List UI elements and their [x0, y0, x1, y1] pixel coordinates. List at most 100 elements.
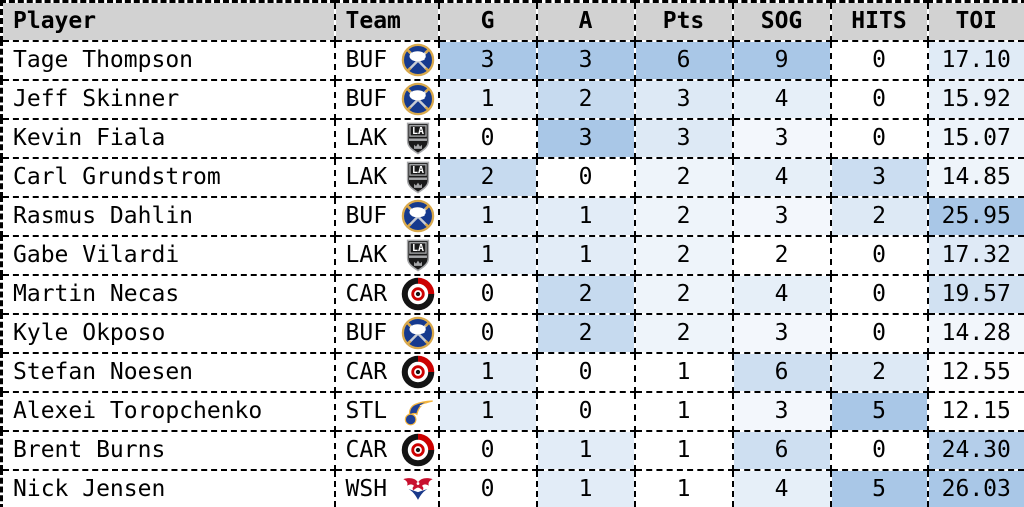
- table-row: Gabe Vilardi LAK 1 1 2 2 0 17.32: [0, 234, 1024, 276]
- team-cell-content: BUF: [337, 43, 438, 78]
- player-name-cell: Carl Grundstrom: [0, 156, 336, 198]
- stat-cell-toi: 15.07: [926, 117, 1024, 159]
- team-cell-content: LAK: [337, 121, 438, 156]
- stat-cell-hits: 0: [829, 78, 929, 120]
- player-name-cell: Nick Jensen: [0, 468, 336, 507]
- player-name-cell: Alexei Toropchenko: [0, 390, 336, 432]
- stat-cell-pts: 1: [633, 390, 734, 432]
- lak-team-logo-icon: [401, 238, 435, 272]
- stat-cell-hits: 0: [829, 117, 929, 159]
- wsh-team-logo-icon: [401, 472, 435, 506]
- team-cell-content: LAK: [337, 238, 438, 273]
- team-cell: BUF: [333, 312, 440, 354]
- stat-cell-g: 0: [437, 312, 538, 354]
- team-cell-content: CAR: [337, 433, 438, 468]
- stat-cell-toi: 17.10: [926, 39, 1024, 81]
- column-header-player: Player: [0, 0, 336, 42]
- stat-cell-pts: 1: [633, 351, 734, 393]
- table-row: Carl Grundstrom LAK 2 0 2 4 3 14.85: [0, 156, 1024, 198]
- stat-cell-hits: 0: [829, 429, 929, 471]
- team-abbr: CAR: [345, 359, 388, 385]
- team-cell-content: BUF: [337, 316, 438, 351]
- team-cell: BUF: [333, 39, 440, 81]
- team-cell-content: CAR: [337, 355, 438, 390]
- team-cell-content: BUF: [337, 199, 438, 234]
- stat-cell-toi: 17.32: [926, 234, 1024, 276]
- stat-cell-sog: 3: [731, 390, 832, 432]
- stat-cell-g: 0: [437, 273, 538, 315]
- team-cell: LAK: [333, 117, 440, 159]
- stat-cell-a: 1: [535, 195, 636, 237]
- column-header-g: G: [437, 0, 538, 42]
- team-cell: BUF: [333, 78, 440, 120]
- stat-cell-a: 1: [535, 234, 636, 276]
- stat-cell-toi: 12.15: [926, 390, 1024, 432]
- buf-team-logo-icon: [401, 82, 435, 116]
- stat-cell-g: 1: [437, 195, 538, 237]
- stat-cell-pts: 1: [633, 429, 734, 471]
- team-cell: STL: [333, 390, 440, 432]
- stat-cell-g: 2: [437, 156, 538, 198]
- stat-cell-pts: 1: [633, 468, 734, 507]
- stat-cell-hits: 0: [829, 234, 929, 276]
- buf-team-logo-icon: [401, 199, 435, 233]
- stat-cell-sog: 3: [731, 117, 832, 159]
- stat-cell-pts: 2: [633, 312, 734, 354]
- stat-cell-a: 2: [535, 312, 636, 354]
- player-name-cell: Tage Thompson: [0, 39, 336, 81]
- table-row: Jeff Skinner BUF 1 2 3 4 0 15.92: [0, 78, 1024, 120]
- table-row: Tage Thompson BUF 3 3 6 9 0 17.10: [0, 39, 1024, 81]
- table-row: Stefan Noesen CAR 1 0 1 6 2 12.55: [0, 351, 1024, 393]
- car-team-logo-icon: [401, 277, 435, 311]
- column-header-toi: TOI: [926, 0, 1024, 42]
- stat-cell-toi: 14.28: [926, 312, 1024, 354]
- stat-cell-g: 3: [437, 39, 538, 81]
- stat-cell-hits: 3: [829, 156, 929, 198]
- table-row: Martin Necas CAR 0 2 2 4 0 19.57: [0, 273, 1024, 315]
- team-abbr: LAK: [345, 242, 388, 268]
- stat-cell-g: 1: [437, 78, 538, 120]
- stat-cell-a: 0: [535, 351, 636, 393]
- stat-cell-sog: 4: [731, 273, 832, 315]
- stat-cell-toi: 12.55: [926, 351, 1024, 393]
- stat-cell-toi: 25.95: [926, 195, 1024, 237]
- team-cell: WSH: [333, 468, 440, 507]
- stat-cell-hits: 0: [829, 39, 929, 81]
- stat-cell-a: 1: [535, 429, 636, 471]
- stat-cell-sog: 3: [731, 312, 832, 354]
- stat-cell-g: 0: [437, 117, 538, 159]
- table-row: Kyle Okposo BUF 0 2 2 3 0 14.28: [0, 312, 1024, 354]
- team-abbr: STL: [345, 398, 388, 424]
- stat-cell-a: 3: [535, 117, 636, 159]
- car-team-logo-icon: [401, 433, 435, 467]
- column-header-team: Team: [333, 0, 440, 42]
- team-cell-content: BUF: [337, 82, 438, 117]
- team-cell-content: LAK: [337, 160, 438, 195]
- column-header-a: A: [535, 0, 636, 42]
- stat-cell-pts: 6: [633, 39, 734, 81]
- stat-cell-toi: 14.85: [926, 156, 1024, 198]
- player-name-cell: Kevin Fiala: [0, 117, 336, 159]
- column-header-sog: SOG: [731, 0, 832, 42]
- stat-cell-a: 0: [535, 390, 636, 432]
- stat-cell-sog: 4: [731, 78, 832, 120]
- team-abbr: WSH: [345, 475, 388, 502]
- team-cell: BUF: [333, 195, 440, 237]
- stat-cell-hits: 2: [829, 351, 929, 393]
- stat-cell-sog: 2: [731, 234, 832, 276]
- table-header: Player Team G A Pts SOG HITS TOI: [0, 0, 1024, 42]
- table-row: Brent Burns CAR 0 1 1 6 0 24.30: [0, 429, 1024, 471]
- stat-cell-hits: 5: [829, 390, 929, 432]
- team-abbr: BUF: [345, 47, 388, 73]
- team-abbr: LAK: [345, 164, 388, 190]
- team-cell: LAK: [333, 234, 440, 276]
- team-abbr: BUF: [345, 86, 388, 112]
- stat-cell-g: 0: [437, 429, 538, 471]
- stat-cell-sog: 4: [731, 468, 832, 507]
- stat-cell-pts: 2: [633, 273, 734, 315]
- stat-cell-sog: 6: [731, 429, 832, 471]
- team-abbr: LAK: [345, 125, 388, 151]
- stat-cell-hits: 5: [829, 468, 929, 507]
- player-name-cell: Martin Necas: [0, 273, 336, 315]
